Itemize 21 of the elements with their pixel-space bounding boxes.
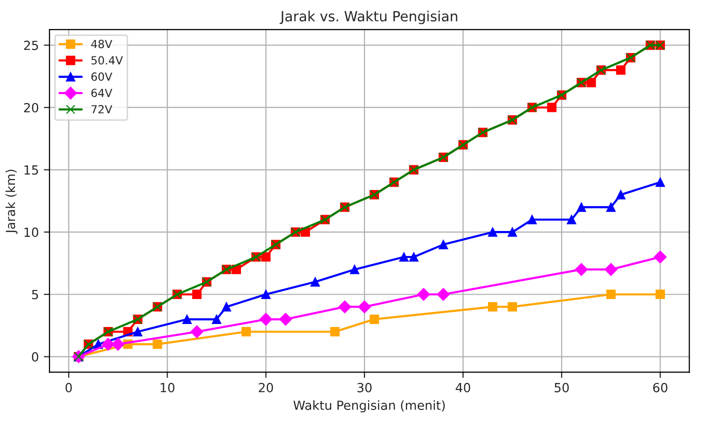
x-tick-label: 50: [554, 382, 569, 392]
x-tick-label: 0: [66, 382, 72, 392]
legend-label: 50.4V: [91, 56, 123, 65]
legend-label: 72V: [92, 105, 112, 114]
x-tick-label: 40: [456, 382, 470, 392]
legend-label: 48V: [91, 40, 112, 48]
chart-title: Jarak vs. Waktu Pengisian: [280, 10, 458, 24]
y-axis-title: Jarak (km): [6, 170, 18, 234]
x-tick-label: 10: [160, 382, 174, 392]
x-tick-label: 60: [653, 382, 668, 392]
x-tick-label: 30: [357, 382, 372, 392]
y-tick-label: 10: [24, 228, 38, 237]
legend-label: 60V: [91, 72, 112, 81]
y-tick-label: 25: [24, 40, 38, 50]
legend-label: 64V: [91, 88, 112, 98]
y-tick-label: 5: [32, 290, 38, 300]
x-axis-title: Waktu Pengisian (menit): [293, 400, 445, 412]
y-tick-label: 0: [32, 352, 38, 362]
y-tick-label: 15: [24, 165, 38, 175]
x-tick-label: 20: [258, 382, 274, 392]
y-tick-label: 20: [24, 102, 38, 112]
